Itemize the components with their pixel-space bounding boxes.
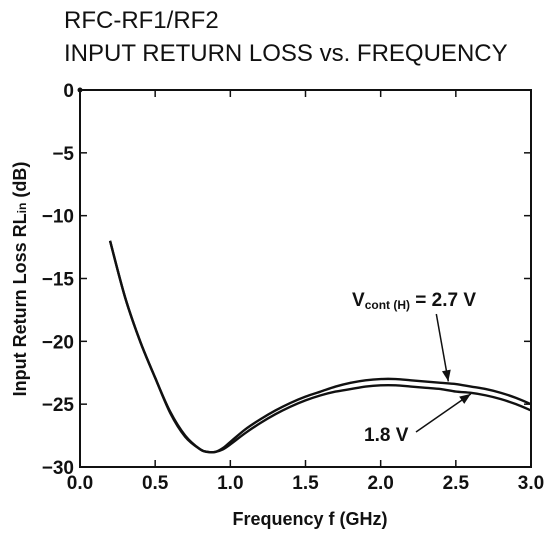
x-tick-label: 1.0 <box>217 473 243 494</box>
x-axis-label: Frequency f (GHz) <box>232 509 387 529</box>
y-axis-label-sub: in <box>15 203 29 214</box>
y-axis: 0 −5 −10 −15 −20 −25 −30 <box>42 81 531 479</box>
chart-subtitle: INPUT RETURN LOSS vs. FREQUENCY <box>64 40 508 67</box>
annotation-18v-arrow-head <box>459 393 471 404</box>
chart-title: RFC-RF1/RF2 <box>64 7 219 34</box>
annotation-18v-label: 1.8 V <box>364 425 409 446</box>
annotations: Vcont (H) = 2.7 V 1.8 V <box>352 290 476 446</box>
y-axis-label-main: Input Return Loss RL <box>10 213 30 396</box>
y-tick-label: −25 <box>42 395 75 416</box>
x-tick-label: 3.0 <box>518 473 544 494</box>
annotation-vcont-arrow-line <box>435 313 450 382</box>
y-tick-label: −15 <box>42 270 75 291</box>
annotation-sub: cont (H) <box>365 298 410 312</box>
plot-area <box>77 87 532 468</box>
x-tick-label: 2.5 <box>443 473 470 494</box>
series-layer <box>108 240 532 454</box>
x-tick-label: 1.5 <box>292 473 319 494</box>
y-axis-label: Input Return Loss RLin (dB) <box>10 162 30 397</box>
y-tick-label: 0 <box>63 81 74 102</box>
x-tick-label: 0.0 <box>67 473 93 494</box>
plot-frame <box>79 89 532 468</box>
y-tick-label: −10 <box>42 207 74 228</box>
annotation-vcont-label: Vcont (H) = 2.7 V <box>352 290 476 312</box>
y-tick-label: −20 <box>42 332 74 353</box>
annotation-vcont-arrow-head <box>441 369 451 382</box>
annotation-v: V <box>352 290 365 311</box>
y-tick-label: −30 <box>42 458 74 479</box>
series-line-1 <box>108 240 532 454</box>
x-tick-label: 0.5 <box>142 473 169 494</box>
x-tick-label: 2.0 <box>367 473 393 494</box>
x-axis: 0.0 0.5 1.0 1.5 2.0 2.5 3.0 <box>67 90 544 494</box>
y-tick-label: −5 <box>52 144 74 165</box>
y-axis-label-unit: (dB) <box>10 162 30 203</box>
annotation-rest: = 2.7 V <box>410 290 476 311</box>
